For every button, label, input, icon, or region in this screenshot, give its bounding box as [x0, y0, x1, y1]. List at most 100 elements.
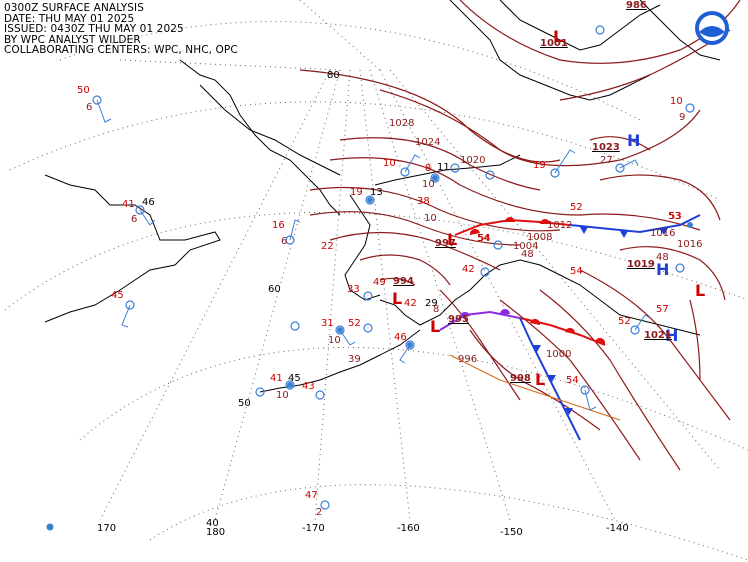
station-temp: 52: [618, 316, 631, 327]
station-temp: 54: [477, 233, 490, 244]
station-marker: [255, 387, 265, 397]
station-temp: 42: [462, 264, 475, 275]
station-temp: 45: [111, 290, 124, 301]
coastlines: [44, 0, 721, 393]
lat-label: 80: [327, 70, 340, 81]
station-temp: 43: [302, 381, 315, 392]
warm-pip: [565, 327, 576, 334]
isobar-label: 1024: [415, 137, 440, 148]
cold-pip: [565, 408, 573, 415]
station-marker: [285, 235, 295, 245]
station-temp: 49: [373, 277, 386, 288]
low-center-letter: L: [535, 370, 545, 389]
station-marker: [595, 25, 605, 35]
isobar-label: 1004: [513, 241, 538, 252]
station-temp: 50: [77, 85, 90, 96]
chukotka: [199, 84, 341, 176]
isobar-label: 1000: [546, 349, 571, 360]
lon-label: 170: [97, 523, 116, 534]
station-temp: 8: [425, 163, 431, 174]
kamchatka-north: [179, 59, 341, 216]
low-center-value: 998: [510, 373, 531, 384]
station-temp: 52: [348, 318, 361, 329]
station-temp: 41: [122, 199, 135, 210]
station-marker: [290, 321, 300, 331]
station-pressure: 11: [437, 162, 450, 173]
station-marker: [493, 240, 503, 250]
low-center-value: 1001: [540, 38, 568, 49]
cold-pip: [548, 375, 556, 382]
wind-barbs: [96, 99, 651, 411]
station-temp: 47: [305, 490, 318, 501]
station-dewpoint: 6: [86, 102, 92, 113]
siberia-coast: [44, 174, 221, 323]
station-pressure: 45: [288, 373, 301, 384]
station-temp: 38: [417, 196, 430, 207]
station-pressure: 29: [425, 298, 438, 309]
station-marker: [335, 325, 345, 335]
isobar-label: 1028: [389, 118, 414, 129]
high-center-letter: H: [627, 131, 640, 150]
station-marker: [320, 500, 330, 510]
lat-label: 50: [238, 398, 251, 409]
station-temp: 42: [404, 298, 417, 309]
pressure-center-values: 1023 1019 1021 1001 997 994 995 998 986: [393, 0, 672, 384]
low-center-value: 986: [626, 0, 647, 11]
lon-label: -150: [500, 527, 523, 538]
station-temp: 53: [669, 211, 682, 222]
map-analyst: BY WPC ANALYST WILDER: [4, 33, 141, 46]
station-temp: 41: [270, 373, 283, 384]
cold-pip: [533, 345, 541, 352]
station-marker: [363, 291, 373, 301]
low-center-value: 994: [393, 276, 414, 287]
warm-pip: [469, 228, 480, 235]
isobar-label: 1016: [650, 228, 675, 239]
alaska-west: [344, 194, 381, 301]
station-marker: [125, 300, 135, 310]
agency-logo: [695, 11, 729, 45]
station-marker: [135, 205, 145, 215]
isobar-labels: 1028 1024 1020 1016 1012 1008 1004 1000 …: [389, 118, 702, 365]
station-marker: [675, 263, 685, 273]
station-temp: 16: [272, 220, 285, 231]
warm-pip: [540, 219, 550, 224]
greenland-edge: [639, 0, 721, 61]
lon-label: -160: [397, 523, 420, 534]
isobar-label: 1016: [677, 239, 702, 250]
station-markers: [92, 25, 695, 510]
station-marker: [430, 173, 440, 183]
low-center-letter: L: [392, 289, 402, 308]
canada-arctic: [449, 0, 651, 101]
low-center-letter: L: [430, 317, 440, 336]
station-dewpoint: 39: [348, 354, 361, 365]
station-dewpoint: 48: [521, 249, 534, 260]
pressure-centers: H H H L L L L L L: [392, 27, 705, 389]
isobar-label: 1008: [527, 232, 552, 243]
station-temp: 31: [321, 318, 334, 329]
high-center-letter: H: [656, 260, 669, 279]
isobar-label: 1012: [547, 220, 572, 231]
alaska-south: [379, 259, 701, 336]
station-dewpoint: 27: [600, 155, 613, 166]
station-temp: 53: [668, 211, 681, 222]
occluded-pip: [500, 309, 510, 314]
station-temp: 46: [394, 332, 407, 343]
station-pressure: 46: [142, 197, 155, 208]
station-dewpoint: 10: [424, 213, 437, 224]
station-dewpoint: 9: [679, 112, 685, 123]
station-temp: 19: [350, 187, 363, 198]
station-temp: 52: [570, 202, 583, 213]
arctic-islands: [499, 0, 661, 51]
station-marker: [400, 167, 410, 177]
station-dewpoint: 6: [281, 236, 287, 247]
station-dewpoint: 8: [433, 304, 439, 315]
high-center-value: 1021: [644, 330, 672, 341]
station-marker: [630, 325, 640, 335]
station-marker: [405, 340, 415, 350]
lon-label: -170: [302, 523, 325, 534]
cold-front-north: [569, 214, 701, 234]
station-temp: 19: [533, 160, 546, 171]
grid-labels: 80 60 50 40 170 180 -170 -160 -150 -140: [97, 70, 629, 538]
lon-label: 180: [206, 527, 225, 538]
